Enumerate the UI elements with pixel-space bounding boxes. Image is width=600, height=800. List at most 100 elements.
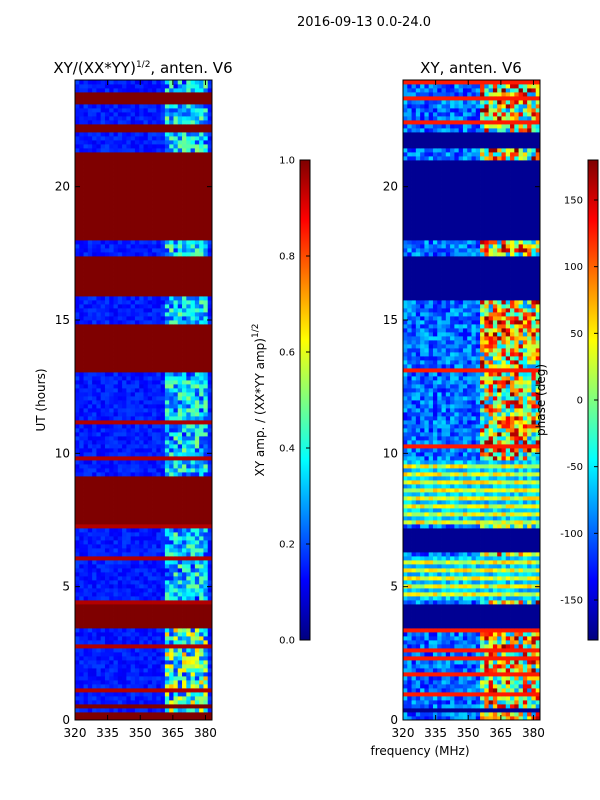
heatmap-cell bbox=[79, 268, 84, 273]
heatmap-cell bbox=[122, 644, 127, 649]
heatmap-cell bbox=[169, 168, 174, 173]
heatmap-cell bbox=[160, 132, 166, 137]
heatmap-cell bbox=[186, 672, 191, 677]
heatmap-cell bbox=[134, 236, 140, 241]
heatmap-cell bbox=[104, 304, 110, 309]
heatmap-cell bbox=[194, 336, 200, 341]
heatmap-cell bbox=[186, 172, 191, 177]
heatmap-cell bbox=[207, 608, 213, 613]
heatmap-cell bbox=[109, 168, 114, 173]
heatmap-cell bbox=[122, 464, 127, 469]
heatmap-cell bbox=[203, 664, 209, 669]
heatmap-cell bbox=[169, 160, 174, 165]
heatmap-cell bbox=[109, 240, 114, 245]
heatmap-cell bbox=[199, 256, 204, 261]
heatmap-cell bbox=[160, 520, 166, 525]
heatmap-cell bbox=[186, 452, 191, 457]
heatmap-cell bbox=[117, 556, 123, 561]
heatmap-cell bbox=[164, 168, 170, 173]
heatmap-cell bbox=[173, 612, 179, 617]
heatmap-cell bbox=[190, 244, 196, 249]
heatmap-cell bbox=[177, 236, 183, 241]
heatmap-cell bbox=[92, 136, 97, 141]
heatmap-cell bbox=[182, 216, 187, 221]
heatmap-cell bbox=[104, 596, 110, 601]
heatmap-cell bbox=[109, 644, 114, 649]
heatmap-cell bbox=[169, 300, 174, 305]
heatmap-cell bbox=[104, 192, 110, 197]
heatmap-cell bbox=[87, 700, 93, 705]
heatmap-cell bbox=[160, 328, 166, 333]
heatmap-cell bbox=[152, 284, 157, 289]
heatmap-cell bbox=[92, 260, 97, 265]
heatmap-cell bbox=[190, 496, 196, 501]
heatmap-cell bbox=[109, 524, 114, 529]
heatmap-cell bbox=[164, 236, 170, 241]
heatmap-cell bbox=[96, 700, 102, 705]
heatmap-cell bbox=[79, 592, 84, 597]
heatmap-cell bbox=[117, 472, 123, 477]
heatmap-cell bbox=[177, 192, 183, 197]
heatmap-cell bbox=[143, 696, 149, 701]
heatmap-cell bbox=[104, 204, 110, 209]
heatmap-cell bbox=[79, 332, 84, 337]
heatmap-cell bbox=[139, 292, 144, 297]
heatmap-cell bbox=[182, 528, 187, 533]
heatmap-cell bbox=[152, 608, 157, 613]
heatmap-cell bbox=[92, 212, 97, 217]
heatmap-cell bbox=[100, 304, 106, 309]
heatmap-cell bbox=[169, 584, 174, 589]
heatmap-cell bbox=[156, 180, 162, 185]
heatmap-cell bbox=[207, 616, 213, 621]
heatmap-cell bbox=[113, 328, 119, 333]
heatmap-cell bbox=[83, 564, 89, 569]
heatmap-cell bbox=[203, 520, 209, 525]
heatmap-cell bbox=[147, 692, 153, 697]
heatmap-cell bbox=[139, 616, 144, 621]
heatmap-cell bbox=[139, 496, 144, 501]
heatmap-cell bbox=[113, 576, 119, 581]
heatmap-cell bbox=[79, 452, 84, 457]
heatmap-cell bbox=[96, 432, 102, 437]
heatmap-cell bbox=[113, 368, 119, 373]
heatmap-cell bbox=[126, 468, 132, 473]
heatmap-cell bbox=[117, 376, 123, 381]
heatmap-cell bbox=[109, 208, 114, 213]
heatmap-cell bbox=[100, 168, 106, 173]
heatmap-cell bbox=[126, 540, 132, 545]
heatmap-cell bbox=[122, 104, 127, 109]
heatmap-cell bbox=[113, 300, 119, 305]
heatmap-cell bbox=[203, 288, 209, 293]
heatmap-cell bbox=[87, 352, 93, 357]
heatmap-cell bbox=[186, 492, 191, 497]
heatmap-cell bbox=[190, 424, 196, 429]
heatmap-cell bbox=[122, 108, 127, 113]
heatmap-cell bbox=[203, 224, 209, 229]
heatmap-cell bbox=[194, 640, 200, 645]
heatmap-cell bbox=[147, 572, 153, 577]
heatmap-cell bbox=[83, 124, 89, 129]
heatmap-cell bbox=[83, 384, 89, 389]
heatmap-cell bbox=[186, 336, 191, 341]
heatmap-cell bbox=[190, 204, 196, 209]
heatmap-cell bbox=[75, 208, 80, 213]
heatmap-cell bbox=[190, 304, 196, 309]
heatmap-cell bbox=[104, 340, 110, 345]
heatmap-cell bbox=[177, 476, 183, 481]
heatmap-cell bbox=[160, 136, 166, 141]
heatmap-cell bbox=[173, 352, 179, 357]
heatmap-cell bbox=[122, 416, 127, 421]
heatmap-cell bbox=[109, 348, 114, 353]
heatmap-cell bbox=[113, 244, 119, 249]
heatmap-cell bbox=[177, 256, 183, 261]
heatmap-cell bbox=[173, 148, 179, 153]
heatmap-cell bbox=[186, 216, 191, 221]
heatmap-cell bbox=[92, 108, 97, 113]
heatmap-cell bbox=[160, 256, 166, 261]
heatmap-cell bbox=[156, 584, 162, 589]
heatmap-cell bbox=[182, 424, 187, 429]
heatmap-cell bbox=[100, 628, 106, 633]
heatmap-cell bbox=[194, 156, 200, 161]
heatmap-cell bbox=[92, 156, 97, 161]
heatmap-cell bbox=[203, 660, 209, 665]
